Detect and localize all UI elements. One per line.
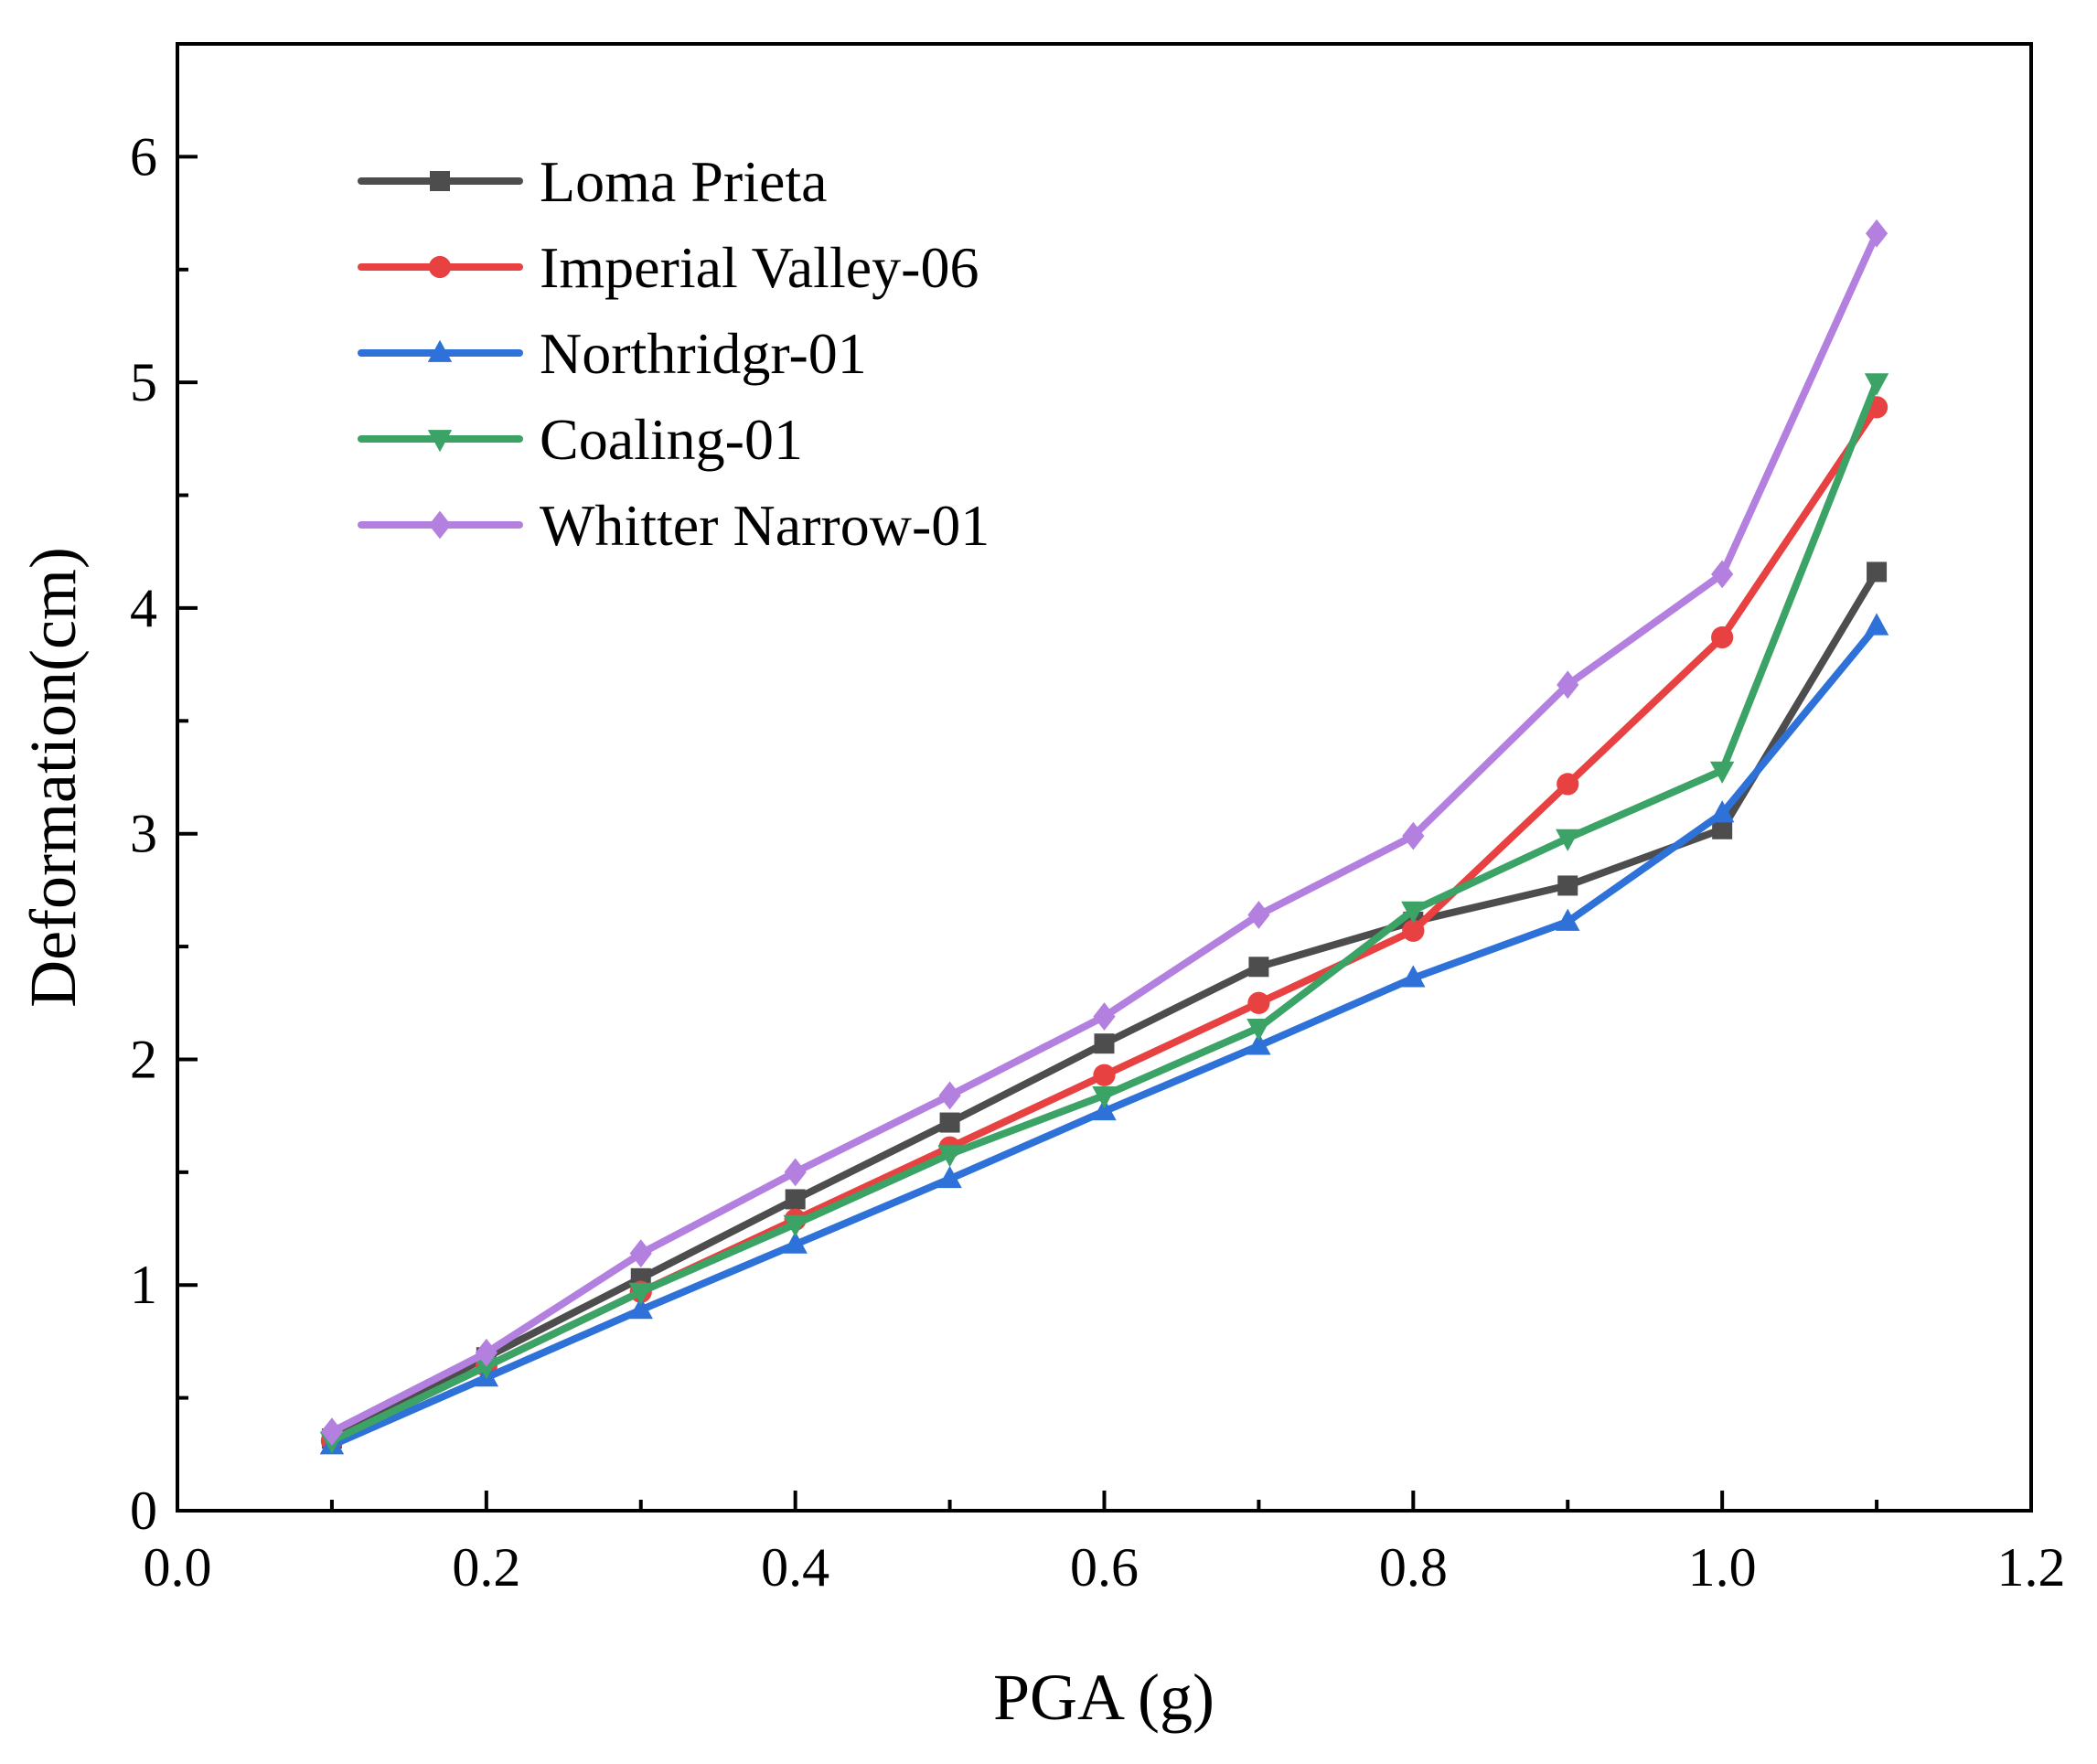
data-point (1557, 773, 1579, 796)
data-point (1093, 1064, 1116, 1086)
data-point (1867, 561, 1888, 583)
data-point (1248, 957, 1269, 978)
data-point (1401, 965, 1426, 988)
data-point (1711, 560, 1734, 589)
ticks-layer: 0.0 0.2 0.4 0.6 0.8 1.0 1.2 0 1 2 3 4 5 6 (130, 42, 2066, 1598)
data-point (785, 1189, 806, 1210)
data-point (939, 1112, 960, 1133)
series-line (327, 403, 1881, 1445)
y-tick-label: 6 (130, 126, 157, 187)
data-point (1556, 829, 1580, 851)
data-point (1402, 919, 1425, 942)
series-whitter-narrow-01 (320, 219, 1888, 1447)
series-northridgr-01 (319, 613, 1889, 1455)
data-point (1094, 1033, 1115, 1054)
data-point (320, 1417, 344, 1447)
data-point (1709, 800, 1735, 823)
data-point (937, 1145, 962, 1168)
legend-label: Northridgr-01 (540, 321, 867, 386)
legend-label: Whitter Narrow-01 (540, 493, 990, 558)
data-point (1557, 670, 1579, 700)
data-point (783, 1214, 808, 1237)
data-point (1402, 821, 1425, 850)
data-point (1246, 1019, 1271, 1042)
legend-entry: Coaling-01 (358, 407, 803, 472)
data-point (1092, 1086, 1117, 1109)
data-point (1712, 818, 1733, 839)
legend-marker (427, 430, 453, 453)
y-tick-label: 0 (130, 1481, 157, 1541)
y-tick-label: 5 (130, 352, 157, 412)
data-point (1864, 373, 1889, 396)
x-tick-label: 0.8 (1379, 1537, 1448, 1598)
series-layer (319, 219, 1889, 1455)
y-tick-label: 1 (130, 1255, 157, 1315)
x-tick-label: 0.0 (144, 1537, 212, 1598)
y-axis-title: Deformation(cm) (16, 547, 90, 1008)
legend-entry: Loma Prieta (358, 149, 828, 214)
data-point (1711, 625, 1734, 649)
data-point (937, 1165, 962, 1189)
data-point (1865, 219, 1888, 248)
data-point (629, 1239, 652, 1268)
legend-entry: Northridgr-01 (358, 321, 867, 386)
y-tick-label: 4 (130, 578, 157, 638)
plot-area-frame (176, 42, 2033, 1513)
data-point (1092, 1097, 1117, 1121)
data-point (1401, 901, 1426, 924)
legend-marker (428, 255, 452, 279)
legend-entry: Whitter Narrow-01 (358, 493, 990, 558)
y-tick-label: 2 (130, 1029, 157, 1089)
data-point (628, 1297, 653, 1320)
y-tick-label: 3 (130, 804, 157, 864)
series-coaling-01 (319, 373, 1889, 1454)
legend-marker (428, 510, 452, 540)
data-point (1556, 908, 1580, 931)
legend-label: Imperial Valley-06 (540, 235, 979, 300)
x-tick-label: 0.6 (1070, 1537, 1139, 1598)
data-point (784, 1158, 807, 1187)
data-point (1709, 761, 1735, 784)
data-point (1247, 991, 1270, 1014)
x-tick-label: 1.0 (1688, 1537, 1757, 1598)
x-tick-label: 1.2 (1997, 1537, 2066, 1598)
data-point (1864, 613, 1889, 636)
data-point (628, 1282, 653, 1305)
data-point (1093, 1002, 1116, 1031)
x-tick-label: 0.4 (761, 1537, 829, 1598)
legend-marker (427, 339, 453, 362)
x-axis-title: PGA (g) (993, 1661, 1214, 1734)
data-point (1557, 875, 1578, 896)
legend-label: Coaling-01 (540, 407, 803, 472)
data-point (783, 1231, 808, 1254)
data-point (1247, 901, 1270, 929)
legend-label: Loma Prieta (540, 149, 828, 214)
data-point (938, 1081, 961, 1110)
data-point (475, 1338, 498, 1367)
data-point (474, 1357, 499, 1380)
data-point (1246, 1032, 1271, 1055)
legend-marker (430, 171, 450, 191)
legend-entry: Imperial Valley-06 (358, 235, 979, 300)
legend: Loma Prieta Imperial Valley-06 Northridgr-… (358, 149, 990, 558)
x-tick-label: 0.2 (452, 1537, 520, 1598)
